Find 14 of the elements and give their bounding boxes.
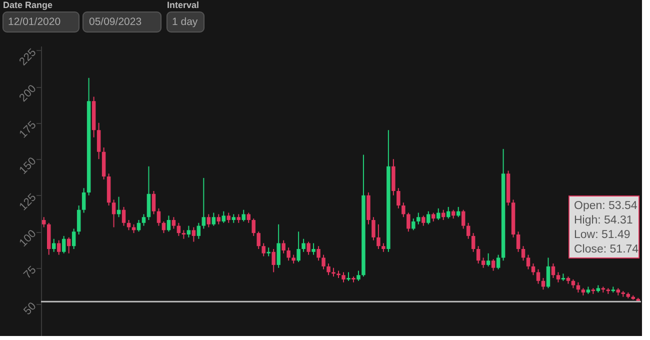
y-tick-label: 225 <box>17 46 39 68</box>
y-tick-label: 150 <box>17 155 39 177</box>
text: Interval <box>167 0 200 10</box>
y-tick-label: 50 <box>22 300 39 318</box>
annotation: Open: 53.54 High: 54.31 Low: 51.49 Close: 51.74 <box>574 200 640 256</box>
y-tick-label: 100 <box>17 228 39 250</box>
y-tick-label: 125 <box>17 192 39 214</box>
text: Date Range <box>3 0 53 10</box>
text: 1 day <box>172 16 198 28</box>
text: 12/01/2020 <box>8 16 61 28</box>
text: 05/09/2023 <box>89 16 142 28</box>
y-tick-label: 200 <box>17 82 39 104</box>
y-tick-label: 175 <box>17 119 39 141</box>
y-tick-label: 75 <box>22 264 39 282</box>
